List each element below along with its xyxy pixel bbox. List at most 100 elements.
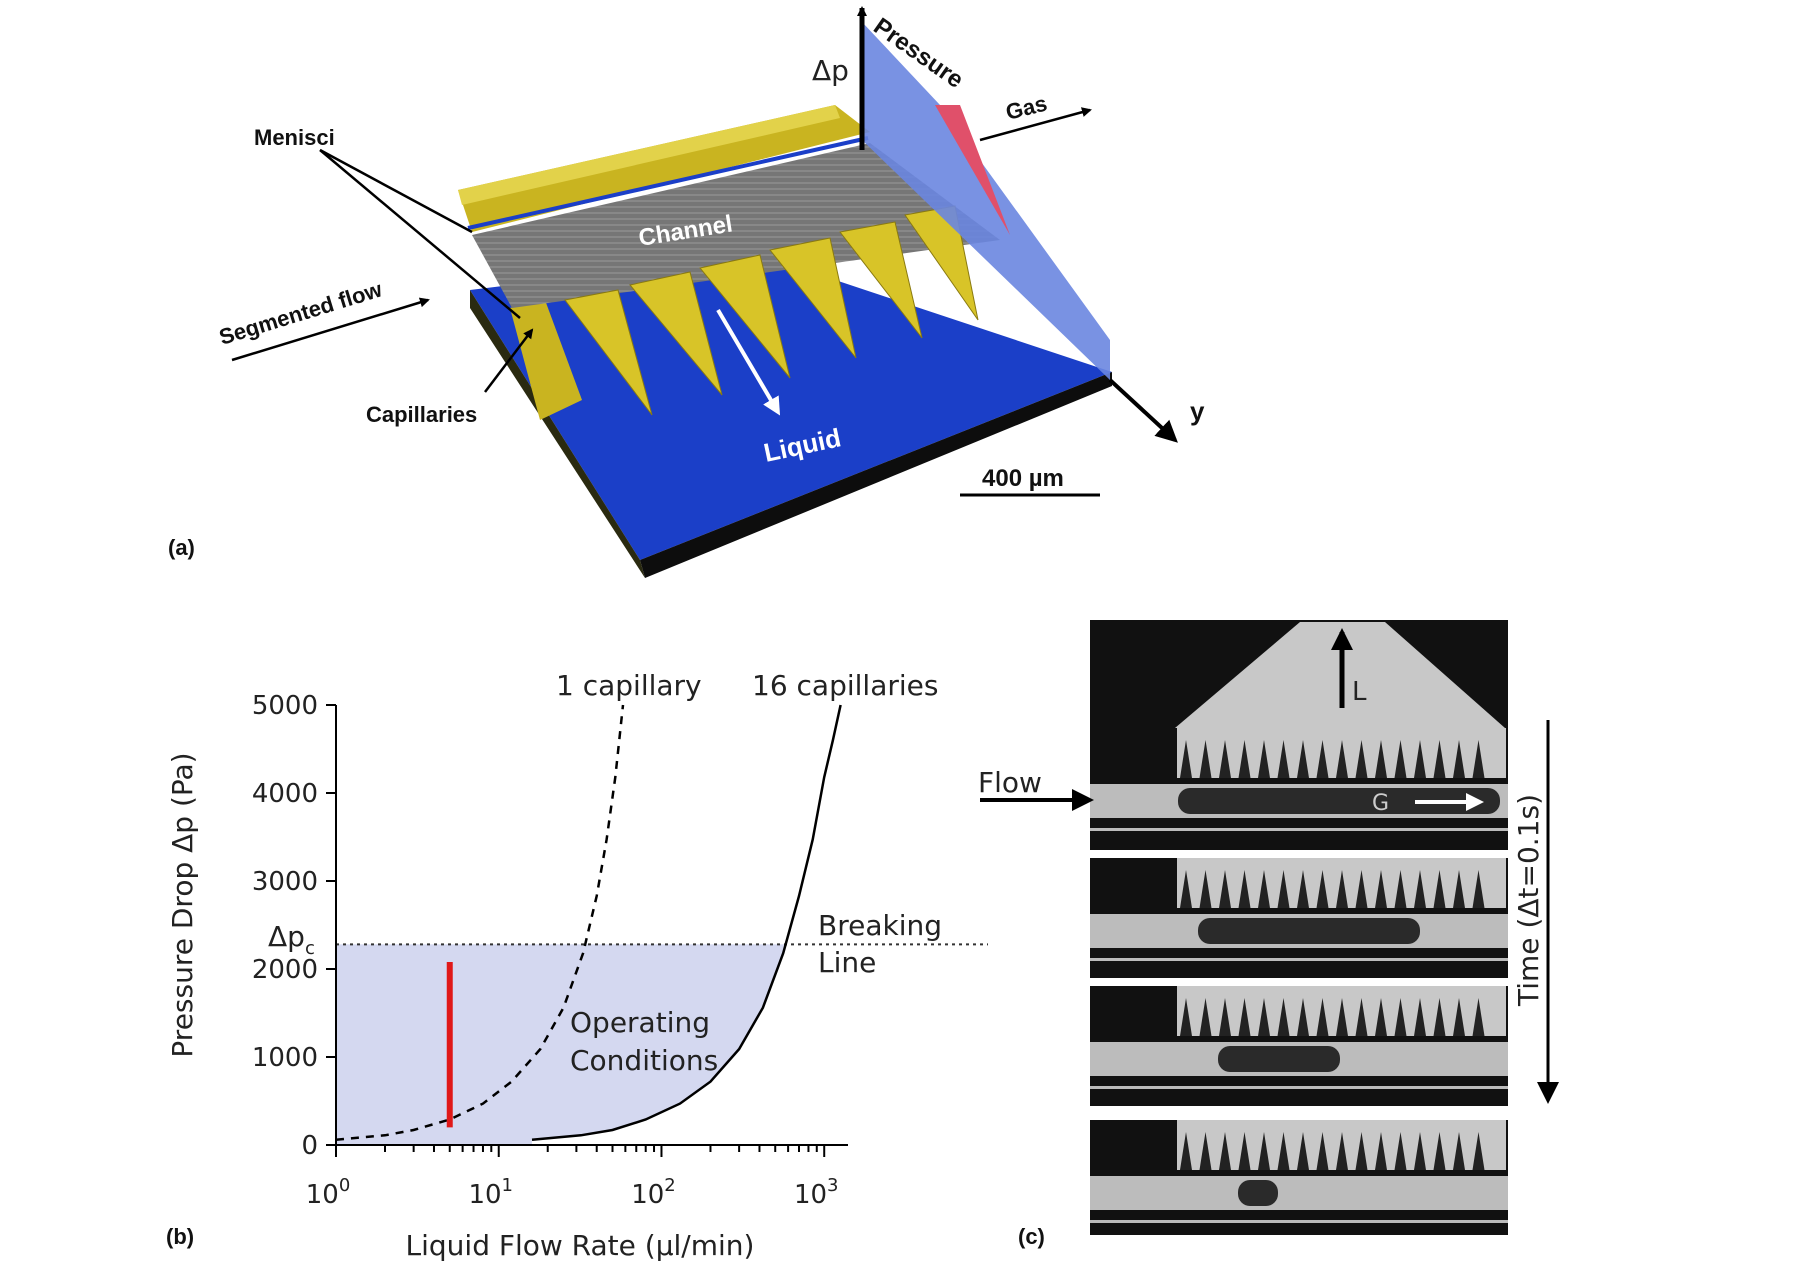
capillary-tooth (1238, 740, 1251, 778)
capillary-tooth (1199, 1132, 1212, 1170)
x-tick-label: 102 (631, 1175, 676, 1210)
gas-plug (1178, 788, 1500, 814)
x-tick-base: 10 (794, 1180, 827, 1210)
substrate-left-edge (470, 290, 645, 578)
L-label: L (1352, 677, 1367, 707)
channel-wall (1090, 958, 1508, 961)
capillary-tooth (1453, 740, 1465, 778)
liquid-arrow (716, 308, 781, 416)
dp-c-sub: c (305, 938, 315, 959)
capillary-tooth (1316, 998, 1329, 1036)
capillary-tooth (1316, 870, 1329, 908)
x-tick-base: 10 (631, 1180, 664, 1210)
y-tick-label: 4000 (252, 779, 318, 809)
panel-c-letter: (c) (1018, 1224, 1045, 1249)
y-tick-label: 3000 (252, 867, 318, 897)
capillary-tooth (1355, 870, 1368, 908)
capillary-tooth (1336, 870, 1348, 908)
capillary-tooth (1180, 1132, 1192, 1170)
capillary-tooth (1414, 998, 1426, 1036)
x-tick-label: 100 (306, 1175, 351, 1210)
dp-c-main: Δp (268, 920, 305, 953)
capillary-tooth (1316, 740, 1329, 778)
series-16-capillaries (531, 704, 842, 1141)
menisci-leader-2 (319, 149, 521, 319)
capillary-tooth (1297, 1132, 1309, 1170)
capillary-tooth (1453, 998, 1465, 1036)
capillary-tooth (1297, 870, 1309, 908)
x-tick-exp: 3 (827, 1175, 838, 1196)
capillary-tooth (1238, 998, 1251, 1036)
capillary-tooth (1375, 870, 1387, 908)
x-tick-exp: 0 (339, 1175, 350, 1196)
panel-a: Channel Δp Pressure y Gas Liquid Menisci (168, 6, 1205, 578)
gas-plug (1238, 1180, 1278, 1206)
y-tick-label: 5000 (252, 691, 318, 721)
x-tick-exp: 2 (664, 1175, 675, 1196)
capillary-tooth (1277, 740, 1290, 778)
menisci-label: Menisci (254, 125, 335, 150)
capillary-tooth (1199, 870, 1212, 908)
gas-plug (1198, 918, 1420, 944)
y-tick-label: 0 (301, 1131, 318, 1161)
channel-wall (1090, 1220, 1508, 1223)
gas-arrow (979, 107, 1092, 142)
panel-c: L Flow G Time (Δt=0.1s) (c) (978, 620, 1559, 1249)
operating-label-2: Conditions (570, 1044, 718, 1077)
capillary-tooth (1336, 1132, 1348, 1170)
capillary-tooth (1433, 998, 1446, 1036)
capillary-tooth (1472, 998, 1485, 1036)
capillary-tooth (1355, 740, 1368, 778)
substrate-top (470, 255, 1112, 560)
micrograph-frames (1090, 620, 1508, 1235)
capillary-tooth (1258, 870, 1270, 908)
capillary-tooth (1219, 1132, 1231, 1170)
dp-c-label: Δpc (268, 920, 315, 959)
x-axis-title: Liquid Flow Rate (µl/min) (406, 1229, 755, 1262)
y-tick-label: 1000 (252, 1043, 318, 1073)
operating-region (336, 944, 786, 1145)
capillary-tooth (1355, 998, 1368, 1036)
capillary-tooth (1394, 740, 1407, 778)
capillary-tooth (1472, 1132, 1485, 1170)
gold-back-wall (458, 105, 870, 232)
capillary-tooth (1258, 1132, 1270, 1170)
capillary-tooth (1297, 740, 1309, 778)
scale-bar-label: 400 µm (982, 465, 1064, 492)
capillary-tooth (1433, 870, 1446, 908)
capillary-tooth (1180, 870, 1192, 908)
G-label: G (1372, 791, 1389, 816)
gold-back-wall-top (458, 105, 840, 205)
capillary-tooth (1297, 998, 1309, 1036)
capillary-tooth (1355, 1132, 1368, 1170)
breaking-line-label-1: Breaking (818, 909, 942, 942)
gas-plug (1218, 1046, 1340, 1072)
capillary-tooth (1199, 998, 1212, 1036)
panel-a-letter: (a) (168, 535, 195, 560)
channel-wall (1090, 828, 1508, 831)
capillary-tooth (1394, 870, 1407, 908)
y-axis-label: y (1190, 396, 1205, 426)
flow-label: Flow (978, 766, 1042, 799)
capillary-tooth (1336, 740, 1348, 778)
capillary-tooth (1219, 740, 1231, 778)
capillary-tooth (1414, 1132, 1426, 1170)
capillary-tooth (1394, 1132, 1407, 1170)
x-tick-exp: 1 (502, 1175, 513, 1196)
capillary-tooth (1433, 1132, 1446, 1170)
channel-surface (472, 143, 1000, 308)
capillary-tooth (1238, 1132, 1251, 1170)
panel-b-letter: (b) (166, 1224, 194, 1249)
capillary-tooth (1472, 740, 1485, 778)
capillary-tooth (1375, 998, 1387, 1036)
capillary-tooth (1453, 1132, 1465, 1170)
capillary-tooth (1258, 740, 1270, 778)
capillary-tooth (1414, 740, 1426, 778)
curve-1-label: 1 capillary (556, 669, 702, 702)
capillary-tooth (1258, 998, 1270, 1036)
segmented-flow-arrow (231, 297, 430, 362)
capillary-tooth (1375, 740, 1387, 778)
capillary-tooth (1414, 870, 1426, 908)
series-1-capillary (335, 704, 625, 1141)
gas-pressure-region (935, 105, 1010, 235)
